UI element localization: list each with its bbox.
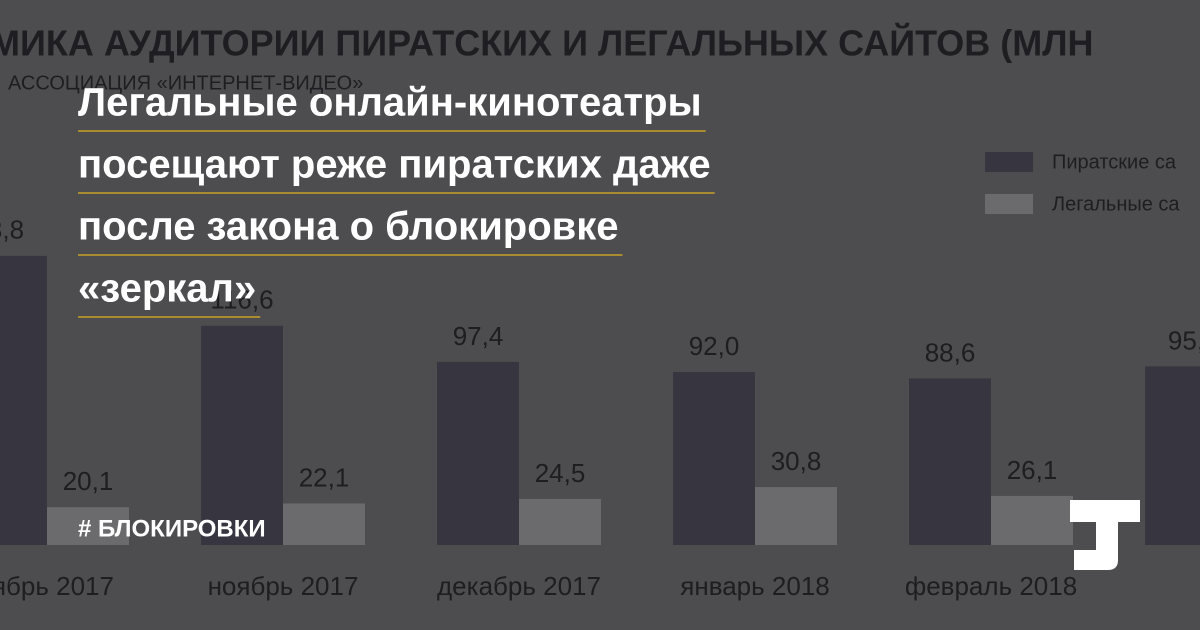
bar xyxy=(909,378,991,545)
chart-title: МИКА АУДИТОРИИ ПИРАТСКИХ И ЛЕГАЛЬНЫХ САЙ… xyxy=(0,22,1093,64)
value-label: 20,1 xyxy=(63,466,114,496)
bar xyxy=(673,372,755,545)
logo-mark xyxy=(1070,500,1140,570)
bar xyxy=(519,498,601,545)
legend-swatch xyxy=(985,152,1033,172)
value-label: 3,8 xyxy=(0,215,24,245)
bar xyxy=(0,255,47,545)
chart: тябрь 2017 3,8 20,1 ноябрь 2017 116,6 22,1 дек… xyxy=(0,151,1200,601)
chart-subtitle: АССОЦИАЦИЯ «ИНТЕРНЕТ-ВИДЕО» xyxy=(8,72,363,94)
bar xyxy=(1145,366,1200,545)
headline-line: посещают реже пиратских даже xyxy=(78,143,711,187)
bar xyxy=(991,495,1073,545)
value-label: 24,5 xyxy=(535,458,586,488)
legend-label: Легальные са xyxy=(1052,193,1180,215)
bar xyxy=(201,325,283,545)
legend-label: Пиратские са xyxy=(1052,151,1177,173)
bar xyxy=(47,507,129,545)
bar xyxy=(755,487,837,545)
headline-line: «зеркал» xyxy=(78,267,256,311)
tag: # БЛОКИРОВКИ xyxy=(78,515,266,542)
overlay: Легальные онлайн-кинотеатры посещают реже… xyxy=(78,81,715,318)
x-tick-label: тябрь 2017 xyxy=(0,571,114,601)
headline-line: после закона о блокировке xyxy=(78,205,619,249)
bar xyxy=(437,361,519,545)
value-label: 88,6 xyxy=(925,337,976,367)
x-tick-label: ноябрь 2017 xyxy=(208,571,359,601)
value-label: 30,8 xyxy=(771,446,822,476)
headline-line: Легальные онлайн-кинотеатры xyxy=(78,81,702,125)
x-tick-label: январь 2018 xyxy=(680,571,830,601)
value-label: 95, xyxy=(1168,325,1200,355)
value-label: 92,0 xyxy=(689,331,740,361)
bar xyxy=(283,503,365,545)
legend-swatch xyxy=(985,194,1033,214)
x-tick-label: февраль 2018 xyxy=(905,571,1077,601)
value-label: 26,1 xyxy=(1007,455,1058,485)
value-label: 97,4 xyxy=(453,321,504,351)
value-label: 22,1 xyxy=(299,462,350,492)
value-label: 116,6 xyxy=(210,285,273,315)
x-tick-label: декабрь 2017 xyxy=(437,571,601,601)
logo xyxy=(1070,500,1140,570)
